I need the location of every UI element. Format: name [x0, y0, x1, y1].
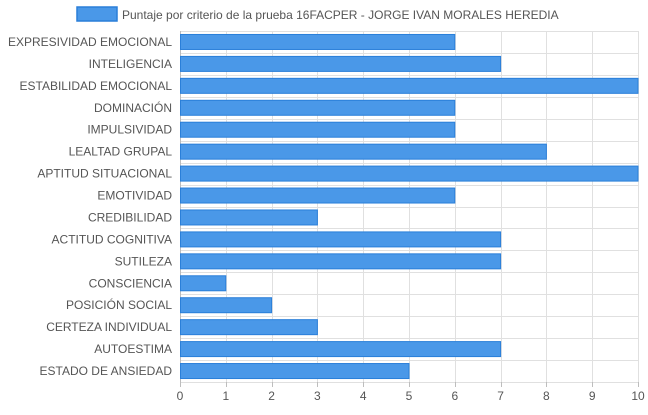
x-tick-label: 3	[314, 389, 321, 403]
x-tick-label: 0	[177, 389, 184, 403]
category-label: INTELIGENCIA	[89, 57, 172, 71]
x-tick-label: 4	[360, 389, 367, 403]
category-label: SUTILEZA	[115, 254, 172, 268]
legend-swatch	[76, 6, 118, 22]
category-label: DOMINACIÓN	[94, 100, 172, 115]
category-label: POSICIÓN SOCIAL	[66, 297, 172, 312]
bar[interactable]	[180, 253, 502, 270]
bar[interactable]	[180, 187, 456, 204]
category-label: CONSCIENCIA	[89, 276, 172, 290]
x-tick-label: 9	[589, 389, 596, 403]
bar[interactable]	[180, 275, 227, 292]
axes: 0 1 2 3 4 5 6 7 8 9 10 EXPRESIVIDAD EMOCIONAL INTELI…	[8, 35, 645, 403]
category-label: LEALTAD GRUPAL	[69, 145, 173, 159]
category-label: EMOTIVIDAD	[97, 189, 172, 203]
x-tick-label: 2	[268, 389, 275, 403]
bar[interactable]	[180, 55, 502, 72]
bar[interactable]	[180, 363, 410, 380]
category-label: CREDIBILIDAD	[88, 210, 172, 224]
bar[interactable]	[180, 143, 547, 160]
bar[interactable]	[180, 121, 456, 138]
bar[interactable]	[180, 319, 318, 336]
bar[interactable]	[180, 341, 502, 358]
bar[interactable]	[180, 209, 318, 226]
bar[interactable]	[180, 297, 273, 314]
grid	[180, 31, 639, 383]
legend-label: Puntaje por criterio de la prueba 16FACP…	[122, 8, 559, 22]
category-label: APTITUD SITUACIONAL	[37, 167, 172, 181]
bars	[180, 33, 639, 380]
x-tick-label: 5	[406, 389, 413, 403]
category-label: ESTABILIDAD EMOCIONAL	[20, 79, 173, 93]
x-tick-label: 7	[497, 389, 504, 403]
bar[interactable]	[180, 33, 456, 50]
category-label: ESTADO DE ANSIEDAD	[40, 364, 173, 378]
x-tick-label: 10	[631, 389, 645, 403]
category-label: EXPRESIVIDAD EMOCIONAL	[8, 35, 172, 49]
category-label: IMPULSIVIDAD	[87, 123, 172, 137]
bar[interactable]	[180, 165, 639, 182]
bar[interactable]	[180, 231, 502, 248]
x-tick-label: 8	[543, 389, 550, 403]
bar[interactable]	[180, 77, 639, 94]
x-tick-label: 6	[451, 389, 458, 403]
category-label: ACTITUD COGNITIVA	[52, 232, 172, 246]
legend[interactable]: Puntaje por criterio de la prueba 16FACP…	[76, 6, 559, 22]
bar[interactable]	[180, 99, 456, 116]
category-label: CERTEZA INDIVIDUAL	[46, 320, 172, 334]
x-tick-label: 1	[222, 389, 229, 403]
category-label: AUTOESTIMA	[94, 342, 172, 356]
